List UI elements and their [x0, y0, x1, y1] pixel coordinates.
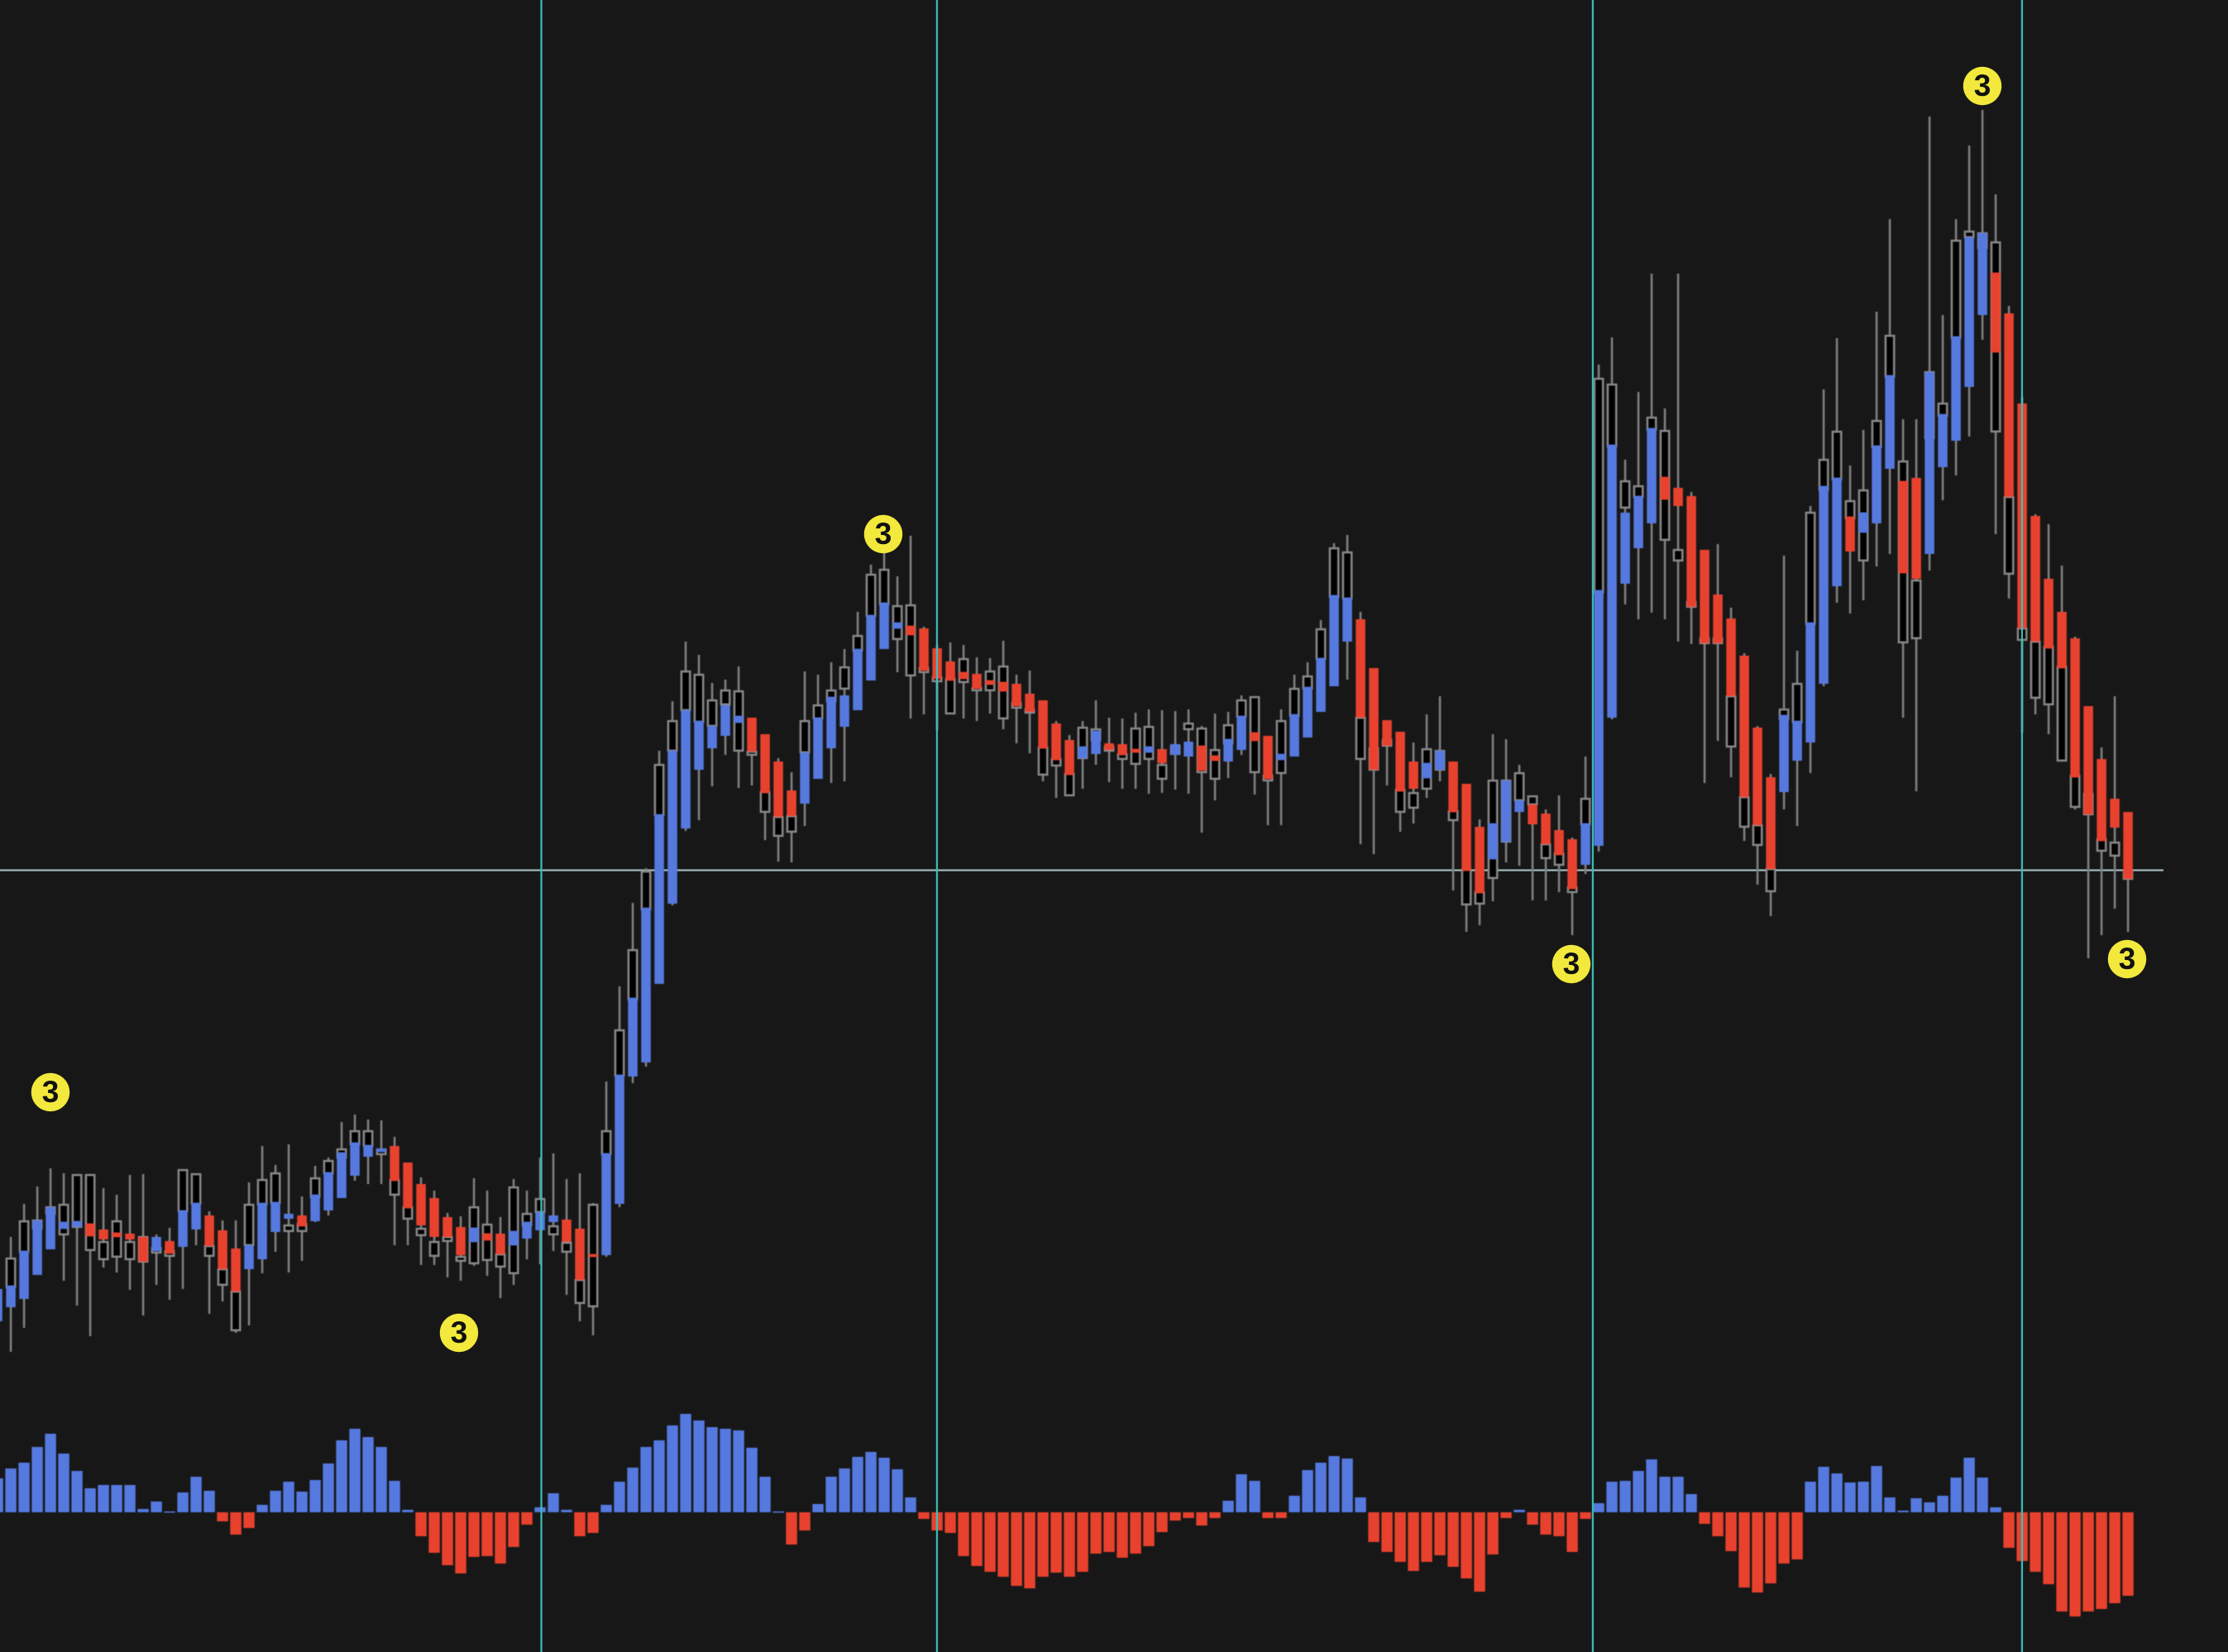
svg-text:3: 3: [42, 1075, 60, 1109]
svg-text:3: 3: [1974, 69, 1991, 103]
svg-text:3: 3: [875, 517, 892, 551]
svg-text:3: 3: [1563, 947, 1580, 981]
svg-text:3: 3: [451, 1315, 468, 1349]
svg-text:3: 3: [2119, 942, 2136, 976]
